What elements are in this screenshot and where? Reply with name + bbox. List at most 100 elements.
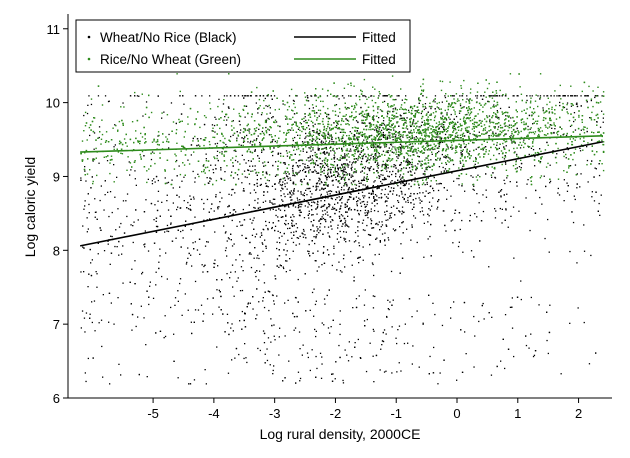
green-point: [415, 122, 417, 125]
black-point: [331, 180, 333, 182]
black-point: [342, 169, 344, 172]
black-point: [351, 162, 354, 164]
black-point: [295, 230, 297, 233]
black-point: [354, 342, 356, 344]
black-point: [339, 207, 342, 210]
black-point: [331, 208, 333, 210]
black-point: [297, 190, 299, 192]
black-point: [92, 357, 94, 359]
black-point: [304, 116, 306, 118]
black-point: [315, 237, 317, 239]
black-point: [315, 186, 317, 188]
green-point: [369, 159, 371, 161]
green-point: [459, 103, 462, 105]
black-point: [179, 278, 182, 280]
black-point: [290, 196, 292, 198]
black-point: [400, 147, 402, 150]
black-point: [579, 150, 582, 152]
black-point: [355, 120, 358, 122]
black-point: [286, 155, 289, 157]
black-point: [362, 184, 364, 186]
black-point: [402, 211, 404, 214]
green-point: [366, 118, 368, 120]
black-point: [308, 166, 310, 169]
black-point: [574, 198, 576, 201]
black-point: [320, 195, 322, 197]
green-point: [288, 129, 290, 131]
black-point: [526, 183, 528, 185]
black-point: [298, 209, 300, 211]
black-point: [602, 121, 604, 123]
black-point: [353, 280, 355, 282]
black-point: [223, 95, 226, 97]
black-point: [113, 164, 115, 166]
black-point: [217, 206, 219, 208]
green-point: [464, 127, 467, 129]
green-point: [580, 144, 583, 146]
black-point: [406, 228, 408, 230]
black-point: [374, 205, 376, 207]
black-point: [437, 200, 439, 203]
black-point: [152, 297, 155, 299]
black-point: [297, 199, 299, 201]
black-point: [317, 204, 319, 206]
black-point: [213, 262, 215, 265]
black-point: [80, 327, 82, 329]
black-point: [334, 203, 336, 205]
black-point: [386, 316, 388, 318]
black-point: [313, 315, 315, 317]
black-point: [453, 95, 455, 97]
green-point: [327, 107, 329, 110]
black-point: [300, 191, 302, 193]
black-point: [370, 166, 372, 168]
black-point: [337, 169, 339, 171]
black-point: [276, 258, 279, 260]
black-point: [460, 152, 462, 154]
black-point: [327, 165, 329, 168]
black-point: [159, 248, 161, 250]
black-point: [500, 360, 502, 362]
black-point: [387, 299, 389, 301]
black-point: [399, 164, 402, 166]
black-point: [114, 196, 116, 198]
black-point: [147, 250, 150, 252]
black-point: [366, 318, 368, 321]
black-point: [389, 212, 391, 215]
green-point: [450, 121, 452, 124]
black-point: [573, 195, 575, 197]
black-point: [292, 99, 295, 102]
black-point: [384, 164, 386, 166]
green-point: [494, 166, 496, 169]
black-point: [358, 182, 360, 184]
black-point: [121, 253, 123, 255]
black-point: [396, 156, 398, 158]
black-point: [495, 210, 497, 212]
black-point: [309, 369, 311, 372]
black-point: [259, 184, 262, 186]
black-point: [317, 164, 319, 166]
green-point: [262, 147, 264, 149]
black-point: [322, 233, 324, 235]
black-point: [476, 97, 478, 99]
black-point: [306, 194, 308, 196]
green-point: [381, 110, 384, 113]
green-point: [537, 115, 540, 117]
black-point: [134, 283, 136, 285]
black-point: [274, 229, 276, 232]
black-point: [488, 115, 491, 117]
black-point: [236, 225, 238, 227]
black-point: [254, 236, 256, 238]
black-point: [88, 273, 90, 275]
black-point: [516, 127, 518, 130]
black-point: [394, 164, 397, 167]
black-point: [422, 214, 425, 216]
black-point: [412, 119, 415, 121]
black-point: [297, 301, 299, 303]
black-point: [327, 173, 329, 176]
black-point: [315, 355, 317, 358]
black-point: [298, 160, 300, 162]
black-point: [404, 193, 406, 196]
black-point: [248, 204, 250, 206]
black-point: [395, 337, 397, 339]
black-point: [309, 309, 311, 311]
